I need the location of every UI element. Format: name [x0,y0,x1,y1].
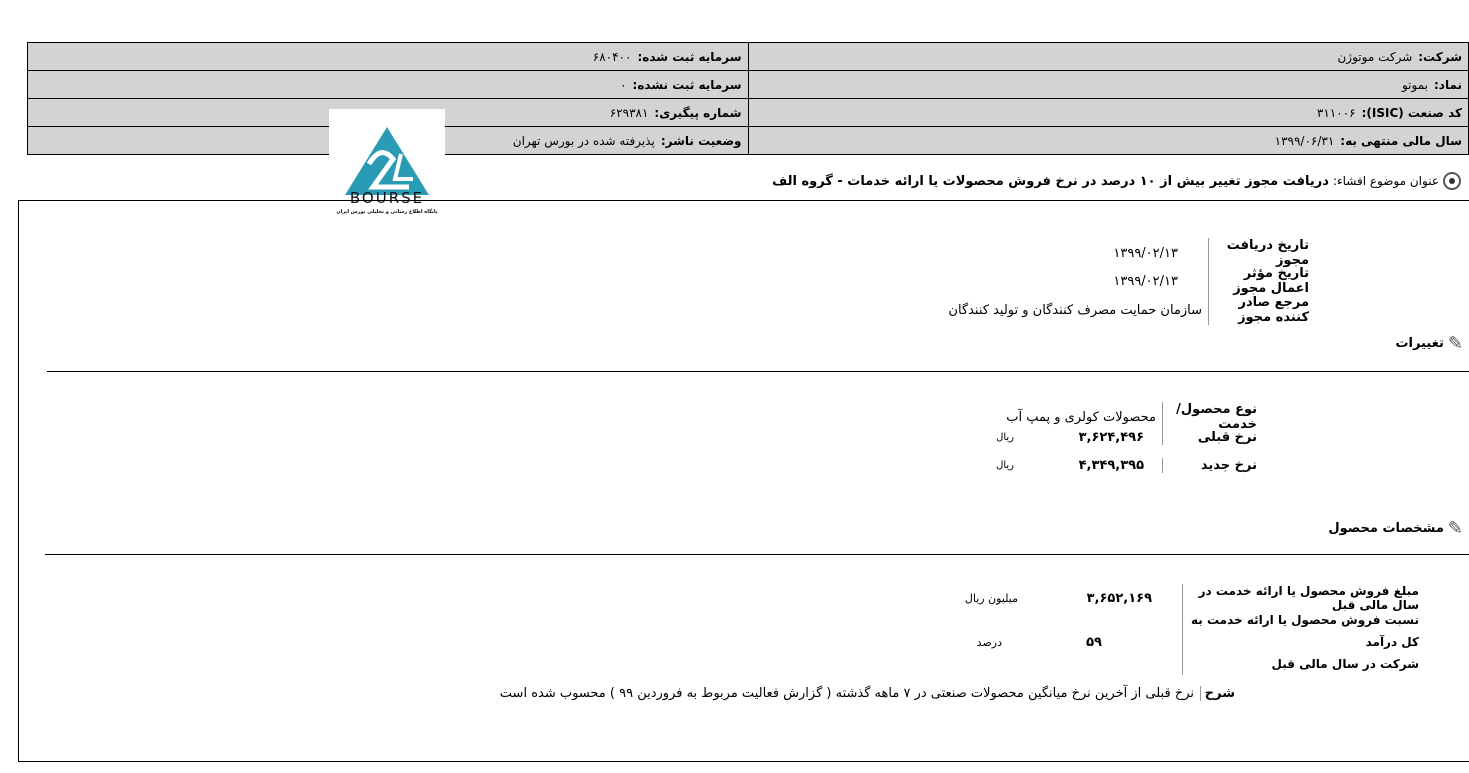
sales-ratio-row: نسبت فروش محصول یا ارائه خدمت به کل درآم… [977,609,1419,675]
effective-date-row: تاریخ مؤثر اعمال مجوز ۱۳۹۹/۰۲/۱۳ [1113,266,1309,296]
divider [47,371,1469,372]
unregistered-capital-cell: سرمایه ثبت نشده:۰ [27,70,749,99]
edit-icon: ✎ [1447,333,1463,354]
company-info-table: شرکت:شرکت موتوژن سرمایه ثبت شده:۶۸۰۴۰۰ ن… [27,42,1469,155]
issuer-row: مرجع صادر کننده مجوز سازمان حمایت مصرف ک… [948,295,1309,325]
sales-row: مبلغ فروش محصول یا ارائه خدمت در سال مال… [964,584,1419,612]
svg-text:BOURSE: BOURSE [350,189,424,207]
changes-heading: ✎ تغییرات [1395,333,1463,354]
svg-text:پایگاه اطلاع رسانی و تحلیلی بو: پایگاه اطلاع رسانی و تحلیلی بورس ایران [336,208,437,215]
product-specs-heading: ✎ مشخصات محصول [1328,518,1463,539]
divider [45,554,1469,555]
description-row: شرح نرخ قبلی از آخرین نرخ میانگین محصولا… [499,686,1235,701]
target-icon [1443,172,1461,190]
product-type-row: نوع محصول/خدمت محصولات کولری و پمپ آب [1006,402,1257,432]
disclosure-body [18,200,1469,762]
symbol-cell: نماد:بموتو [747,70,1469,99]
disclosure-title: عنوان موضوع افشاء: دریافت مجوز تغییر بیش… [772,172,1461,190]
receive-date-row: تاریخ دریافت مجوز ۱۳۹۹/۰۲/۱۳ [1113,238,1309,268]
isic-cell: کد صنعت (ISIC):۳۱۱۰۰۶ [747,98,1469,127]
registered-capital-cell: سرمایه ثبت شده:۶۸۰۴۰۰ [27,42,749,71]
new-rate-row: نرخ جدید ۴,۳۴۹,۳۹۵ ریال [996,458,1257,473]
edit-icon: ✎ [1447,518,1463,539]
old-rate-row: نرخ قبلی ۳,۶۲۴,۴۹۶ ریال [996,430,1257,445]
fiscal-year-cell: سال مالی منتهی به:۱۳۹۹/۰۶/۳۱ [747,126,1469,155]
company-cell: شرکت:شرکت موتوژن [747,42,1469,71]
